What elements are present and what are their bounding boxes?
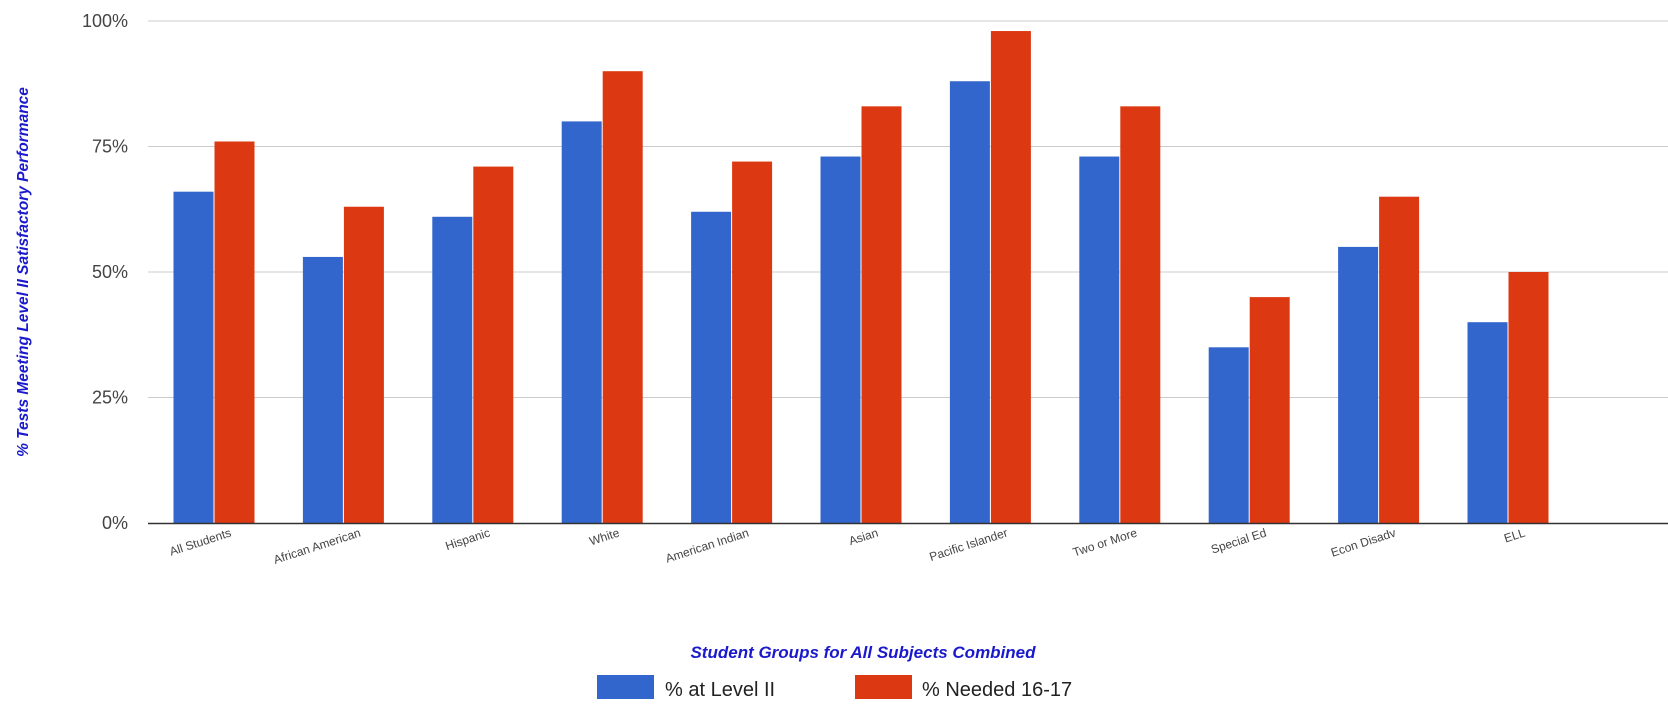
y-tick-label: 25% <box>92 388 128 408</box>
bars <box>173 31 1549 524</box>
bar[interactable] <box>561 121 602 524</box>
bar[interactable] <box>691 211 732 523</box>
bar[interactable] <box>602 71 643 523</box>
x-tick-label: Special Ed <box>1209 526 1268 557</box>
y-tick-label: 75% <box>92 137 128 157</box>
y-tick-label: 50% <box>92 262 128 282</box>
bar[interactable] <box>1208 347 1249 523</box>
x-tick-label: Hispanic <box>444 526 492 554</box>
x-tick-label: ELL <box>1502 525 1527 545</box>
x-tick-label: American Indian <box>664 526 751 566</box>
bar[interactable] <box>1338 246 1379 523</box>
bar[interactable] <box>949 81 990 524</box>
legend-item[interactable]: % at Level II <box>597 675 775 701</box>
bar[interactable] <box>343 206 384 524</box>
y-axis-title: % Tests Meeting Level II Satisfactory Pe… <box>15 87 32 457</box>
bar[interactable] <box>1508 272 1549 523</box>
bar[interactable] <box>732 161 773 523</box>
bar[interactable] <box>214 141 255 524</box>
y-tick-label: 0% <box>102 513 128 533</box>
x-tick-label: Two or More <box>1071 525 1139 559</box>
bar[interactable] <box>820 156 861 524</box>
x-tick-label: Asian <box>847 526 880 549</box>
bar[interactable] <box>473 166 514 523</box>
bar[interactable] <box>302 256 343 523</box>
bar[interactable] <box>1249 297 1290 523</box>
legend-item[interactable]: % Needed 16-17 <box>855 675 1072 701</box>
x-axis-title: Student Groups for All Subjects Combined <box>690 643 1036 662</box>
legend-label: % Needed 16-17 <box>922 679 1072 701</box>
bar[interactable] <box>990 31 1031 523</box>
bar[interactable] <box>1379 196 1420 523</box>
legend-label: % at Level II <box>665 679 775 701</box>
legend[interactable]: % at Level II % Needed 16-17 <box>597 675 1072 701</box>
bar[interactable] <box>1079 156 1120 524</box>
x-tick-label: Pacific Islander <box>928 526 1010 564</box>
x-tick-label: White <box>588 525 622 548</box>
legend-swatch <box>597 675 654 699</box>
bar[interactable] <box>861 106 902 523</box>
bar[interactable] <box>1467 322 1508 523</box>
bar[interactable] <box>1120 106 1161 523</box>
y-tick-label: 100% <box>82 11 128 31</box>
y-axis-ticks: 0% 25% 50% 75% 100% <box>82 11 128 533</box>
x-tick-label: African American <box>272 526 363 567</box>
bar[interactable] <box>432 216 473 523</box>
legend-swatch <box>855 675 912 699</box>
x-tick-label: Econ Disadv <box>1329 526 1397 560</box>
bar[interactable] <box>173 191 214 523</box>
x-tick-label: All Students <box>168 526 233 559</box>
x-axis-ticks: All Students African American Hispanic Whit… <box>168 525 1528 566</box>
